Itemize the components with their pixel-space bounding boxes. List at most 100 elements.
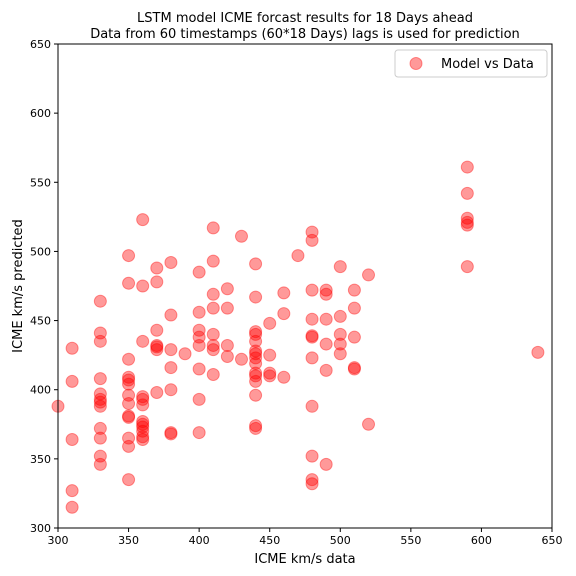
data-point [192, 362, 206, 376]
data-point [164, 308, 178, 322]
data-point [136, 415, 150, 429]
data-point [305, 351, 319, 365]
data-point [305, 399, 319, 413]
data-point [362, 268, 376, 282]
data-point [319, 312, 333, 326]
data-point [460, 260, 474, 274]
data-point [93, 421, 107, 435]
data-point [263, 348, 277, 362]
data-point [136, 432, 150, 446]
data-point [206, 338, 220, 352]
data-point [333, 309, 347, 323]
data-point [347, 330, 361, 344]
y-tick-label: 550 [30, 176, 51, 189]
x-tick-label: 500 [330, 534, 351, 547]
data-point [136, 417, 150, 431]
data-point [122, 410, 136, 424]
x-tick-label: 400 [189, 534, 210, 547]
legend: Model vs Data [394, 49, 548, 78]
data-point [192, 330, 206, 344]
data-point [249, 419, 263, 433]
data-point [136, 392, 150, 406]
legend-marker [409, 57, 423, 70]
data-point [305, 449, 319, 463]
data-point [460, 186, 474, 200]
data-point [93, 392, 107, 406]
data-point [319, 363, 333, 377]
legend-box [394, 49, 548, 78]
data-point [136, 390, 150, 404]
data-point [164, 427, 178, 441]
plot-area-frame [57, 43, 553, 529]
data-point [164, 255, 178, 269]
data-point [122, 473, 136, 487]
data-point [164, 383, 178, 397]
data-point [249, 257, 263, 271]
data-point [93, 457, 107, 471]
data-point [150, 343, 164, 357]
data-point [460, 160, 474, 174]
data-point [249, 344, 263, 358]
data-point [192, 338, 206, 352]
data-points [51, 160, 545, 514]
data-point [291, 249, 305, 263]
y-tick-label: 450 [30, 315, 51, 328]
y-tick-label: 300 [30, 522, 51, 535]
data-point [220, 301, 234, 315]
data-point [150, 385, 164, 399]
y-axis-label: ICME km/s predicted [11, 219, 26, 353]
data-point [65, 341, 79, 355]
data-point [150, 261, 164, 275]
y-tick-label: 650 [30, 38, 51, 51]
x-axis-label: ICME km/s data [254, 552, 355, 567]
data-point [136, 279, 150, 293]
data-point [122, 397, 136, 411]
data-point [136, 430, 150, 444]
data-point [206, 368, 220, 382]
data-point [150, 323, 164, 337]
data-point [263, 316, 277, 330]
data-point [305, 473, 319, 487]
data-point [319, 457, 333, 471]
data-point [234, 229, 248, 243]
data-point [347, 361, 361, 375]
data-point [136, 213, 150, 227]
x-tick-label: 550 [400, 534, 421, 547]
data-point [460, 215, 474, 229]
data-point [347, 362, 361, 376]
data-point [164, 343, 178, 357]
data-point [305, 225, 319, 239]
data-point [93, 372, 107, 386]
data-point [136, 334, 150, 348]
data-point [178, 347, 192, 361]
data-point [93, 334, 107, 348]
x-tick-label: 650 [542, 534, 563, 547]
data-point [122, 377, 136, 391]
data-point [93, 431, 107, 445]
data-point [333, 337, 347, 351]
data-point [192, 323, 206, 337]
data-point [192, 265, 206, 279]
y-tick-label: 350 [30, 453, 51, 466]
data-point [263, 366, 277, 380]
data-point [136, 420, 150, 434]
data-point [249, 388, 263, 402]
data-point [220, 338, 234, 352]
data-point [249, 290, 263, 304]
data-point [65, 500, 79, 514]
data-point [249, 351, 263, 365]
data-point [164, 361, 178, 375]
data-point [305, 329, 319, 343]
data-point [249, 334, 263, 348]
data-point [65, 374, 79, 388]
data-point [249, 327, 263, 341]
data-point [206, 221, 220, 235]
data-point [305, 477, 319, 491]
data-point [333, 347, 347, 361]
data-point [305, 233, 319, 247]
data-point [122, 409, 136, 423]
data-point [249, 347, 263, 361]
data-point [249, 356, 263, 370]
data-point [93, 399, 107, 413]
